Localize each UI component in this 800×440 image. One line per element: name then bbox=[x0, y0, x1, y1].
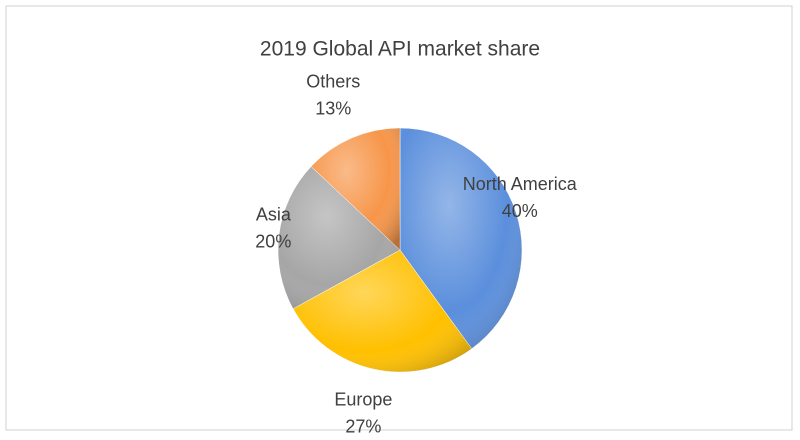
slice-category-label: Europe bbox=[334, 390, 392, 410]
slice-category-label: Asia bbox=[256, 205, 292, 225]
slice-value-label: 20% bbox=[255, 232, 291, 252]
slice-category-label: Others bbox=[306, 72, 360, 92]
slice-category-label: North America bbox=[463, 174, 578, 194]
chart-title: 2019 Global API market share bbox=[260, 38, 540, 61]
slice-value-label: 27% bbox=[345, 417, 381, 437]
slice-value-label: 40% bbox=[502, 201, 538, 221]
slice-value-label: 13% bbox=[315, 99, 351, 119]
